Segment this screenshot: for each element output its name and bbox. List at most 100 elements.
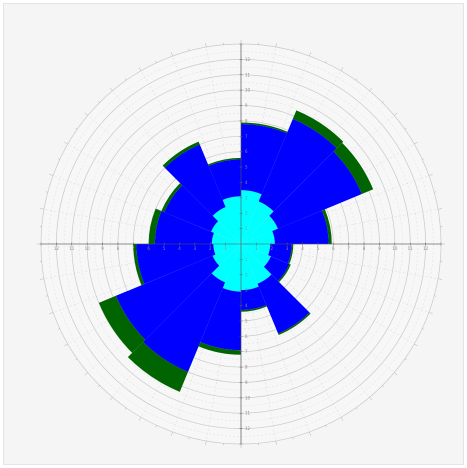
angle-tick — [205, 43, 207, 48]
angle-tick — [369, 87, 373, 91]
tick-label: 1 — [245, 257, 248, 262]
angle-tick — [355, 78, 358, 81]
angle-tick — [309, 431, 312, 436]
angle-tick — [292, 437, 294, 440]
angle-tick — [57, 158, 60, 160]
angle-tick — [155, 60, 157, 63]
tick-label: 5 — [245, 165, 248, 170]
tick-label: 9 — [101, 246, 104, 251]
sector-bar-1-10 — [115, 255, 220, 340]
tick-label: 11 — [245, 411, 251, 416]
sector-bar-1-13 — [164, 185, 219, 232]
tick-label: 11 — [69, 246, 75, 251]
sector-bar-0-2 — [241, 215, 278, 244]
angle-tick — [434, 191, 437, 193]
angle-tick — [414, 343, 418, 347]
angle-tick — [404, 127, 407, 130]
tick-label: 1 — [224, 246, 227, 251]
tick-label: 2 — [270, 246, 273, 251]
tick-labels: 1111222233334444555566667777888899991010… — [54, 57, 429, 431]
angle-tick — [292, 48, 294, 51]
axes — [40, 43, 442, 445]
angle-tick — [205, 440, 207, 445]
sector-bar-1-8 — [200, 288, 241, 351]
angle-tick — [170, 431, 173, 436]
tick-label: 10 — [245, 88, 251, 93]
sector-bar-1-1 — [258, 118, 337, 212]
tick-label: 2 — [245, 211, 248, 216]
sector-bar-1-12 — [154, 211, 214, 244]
tick-label: 12 — [245, 426, 251, 431]
angle-tick — [414, 141, 418, 145]
angle-tick — [40, 278, 45, 280]
angle-tick — [138, 67, 142, 71]
tick-label: 8 — [363, 246, 366, 251]
angle-tick — [40, 208, 45, 210]
tick-label: 3 — [194, 246, 197, 251]
tick-label: 12 — [423, 246, 429, 251]
sector-bar-1-2 — [269, 151, 362, 229]
angle-tick — [428, 312, 433, 315]
tick-label: 4 — [178, 246, 181, 251]
sector-bar-0-12 — [211, 232, 241, 244]
sector-bar-2-14 — [162, 141, 200, 168]
sector-bar-2-10 — [98, 295, 146, 353]
angle-tick — [309, 52, 312, 57]
sector-bar-1-5 — [263, 256, 290, 281]
tick-label: 4 — [245, 303, 248, 308]
tick-label: 10 — [245, 395, 251, 400]
angle-tick — [75, 127, 78, 130]
angle-tick — [75, 358, 78, 361]
angle-tick — [404, 358, 407, 361]
angle-tick — [109, 397, 113, 401]
tick-label: 3 — [245, 195, 248, 200]
sector-bar-1-9 — [143, 273, 226, 372]
sector-bar-0-1 — [241, 201, 274, 244]
tick-label: 5 — [317, 246, 320, 251]
tick-label: 3 — [245, 288, 248, 293]
angle-tick — [428, 173, 433, 176]
sector-bar-1-15 — [208, 159, 241, 200]
tick-label: 4 — [301, 246, 304, 251]
tick-label: 11 — [408, 246, 414, 251]
sector-bar-1-3 — [272, 210, 329, 244]
sector-bar-0-11 — [213, 244, 241, 255]
angle-tick — [382, 100, 385, 103]
tick-label: 8 — [245, 365, 248, 370]
sector-bar-2-12 — [148, 208, 162, 244]
sector-bar-2-15 — [208, 157, 241, 166]
sector-bar-0-6 — [241, 244, 272, 284]
tick-label: 7 — [245, 349, 248, 354]
tick-label: 7 — [132, 246, 135, 251]
angle-tick — [97, 385, 100, 388]
sector-bar-0-9 — [211, 244, 241, 283]
sector-bar-2-0 — [241, 122, 288, 134]
angle-tick — [57, 328, 60, 330]
sector-bar-0-3 — [241, 231, 275, 244]
tick-label: 6 — [245, 334, 248, 339]
plot-area: 1 1 1 1 2 2 2 2 3 3 3 3 4 4 4 4 5 5 5 5 6 6 6 6 7 7 7 7 8 8 8 8 9 9 9 9 10 10… — [3, 3, 464, 465]
angle-tick — [45, 191, 48, 193]
angle-tick — [64, 141, 68, 145]
angle-tick — [369, 397, 373, 401]
angle-tick — [422, 158, 425, 160]
sector-bar-2-1 — [292, 110, 344, 149]
sector-bar-1-6 — [257, 274, 310, 334]
tick-label: 1 — [255, 246, 258, 251]
tick-label: 11 — [245, 72, 251, 77]
tick-label: 9 — [378, 246, 381, 251]
tick-label: 2 — [245, 272, 248, 277]
angle-tick — [188, 437, 190, 440]
sector-bar-1-4 — [268, 244, 292, 264]
angle-tick — [138, 417, 142, 421]
angle-tick — [155, 425, 157, 428]
sector-bar-1-14 — [164, 144, 226, 216]
sector-bar-0-13 — [211, 221, 241, 244]
sector-bar-0-10 — [212, 244, 241, 266]
tick-label: 9 — [245, 380, 248, 385]
tick-label: 6 — [332, 246, 335, 251]
tick-label: 8 — [117, 246, 120, 251]
sector-bar-2-7 — [241, 305, 267, 312]
tick-label: 3 — [286, 246, 289, 251]
sector-bar-1-0 — [241, 124, 287, 195]
